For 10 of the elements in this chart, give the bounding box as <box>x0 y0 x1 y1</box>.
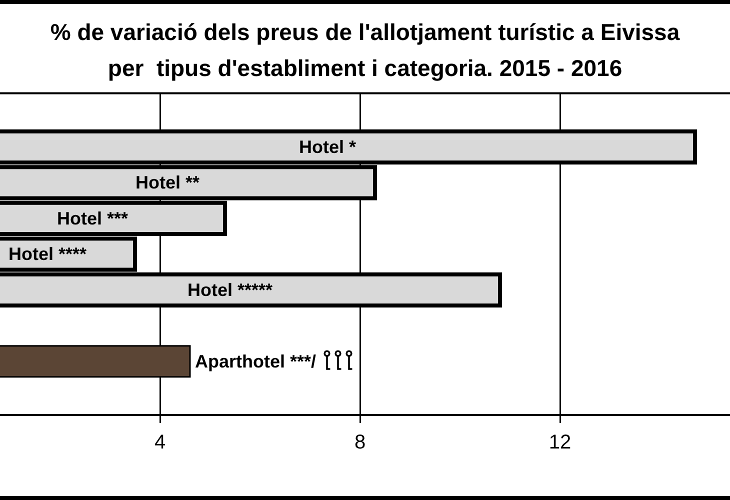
y-tick-label: Aparthotel ***/ <box>195 351 316 372</box>
y-tick-label: Hotel *** <box>56 208 128 228</box>
x-tick-label: 4 <box>154 432 166 454</box>
x-tick-label: 12 <box>548 432 572 454</box>
x-tick-label: 8 <box>354 432 366 454</box>
y-tick-label: Hotel ***** <box>187 280 273 300</box>
y-tick-label: Hotel * <box>298 136 356 157</box>
chart-title: % de variació dels preus de l'allotjament turístic a Eivissa per tipus d'establiment i categoria. 2015 - 2016 <box>50 19 680 81</box>
y-tick-label: Hotel ** <box>135 172 200 193</box>
y-tick-label: Hotel **** <box>8 244 87 264</box>
